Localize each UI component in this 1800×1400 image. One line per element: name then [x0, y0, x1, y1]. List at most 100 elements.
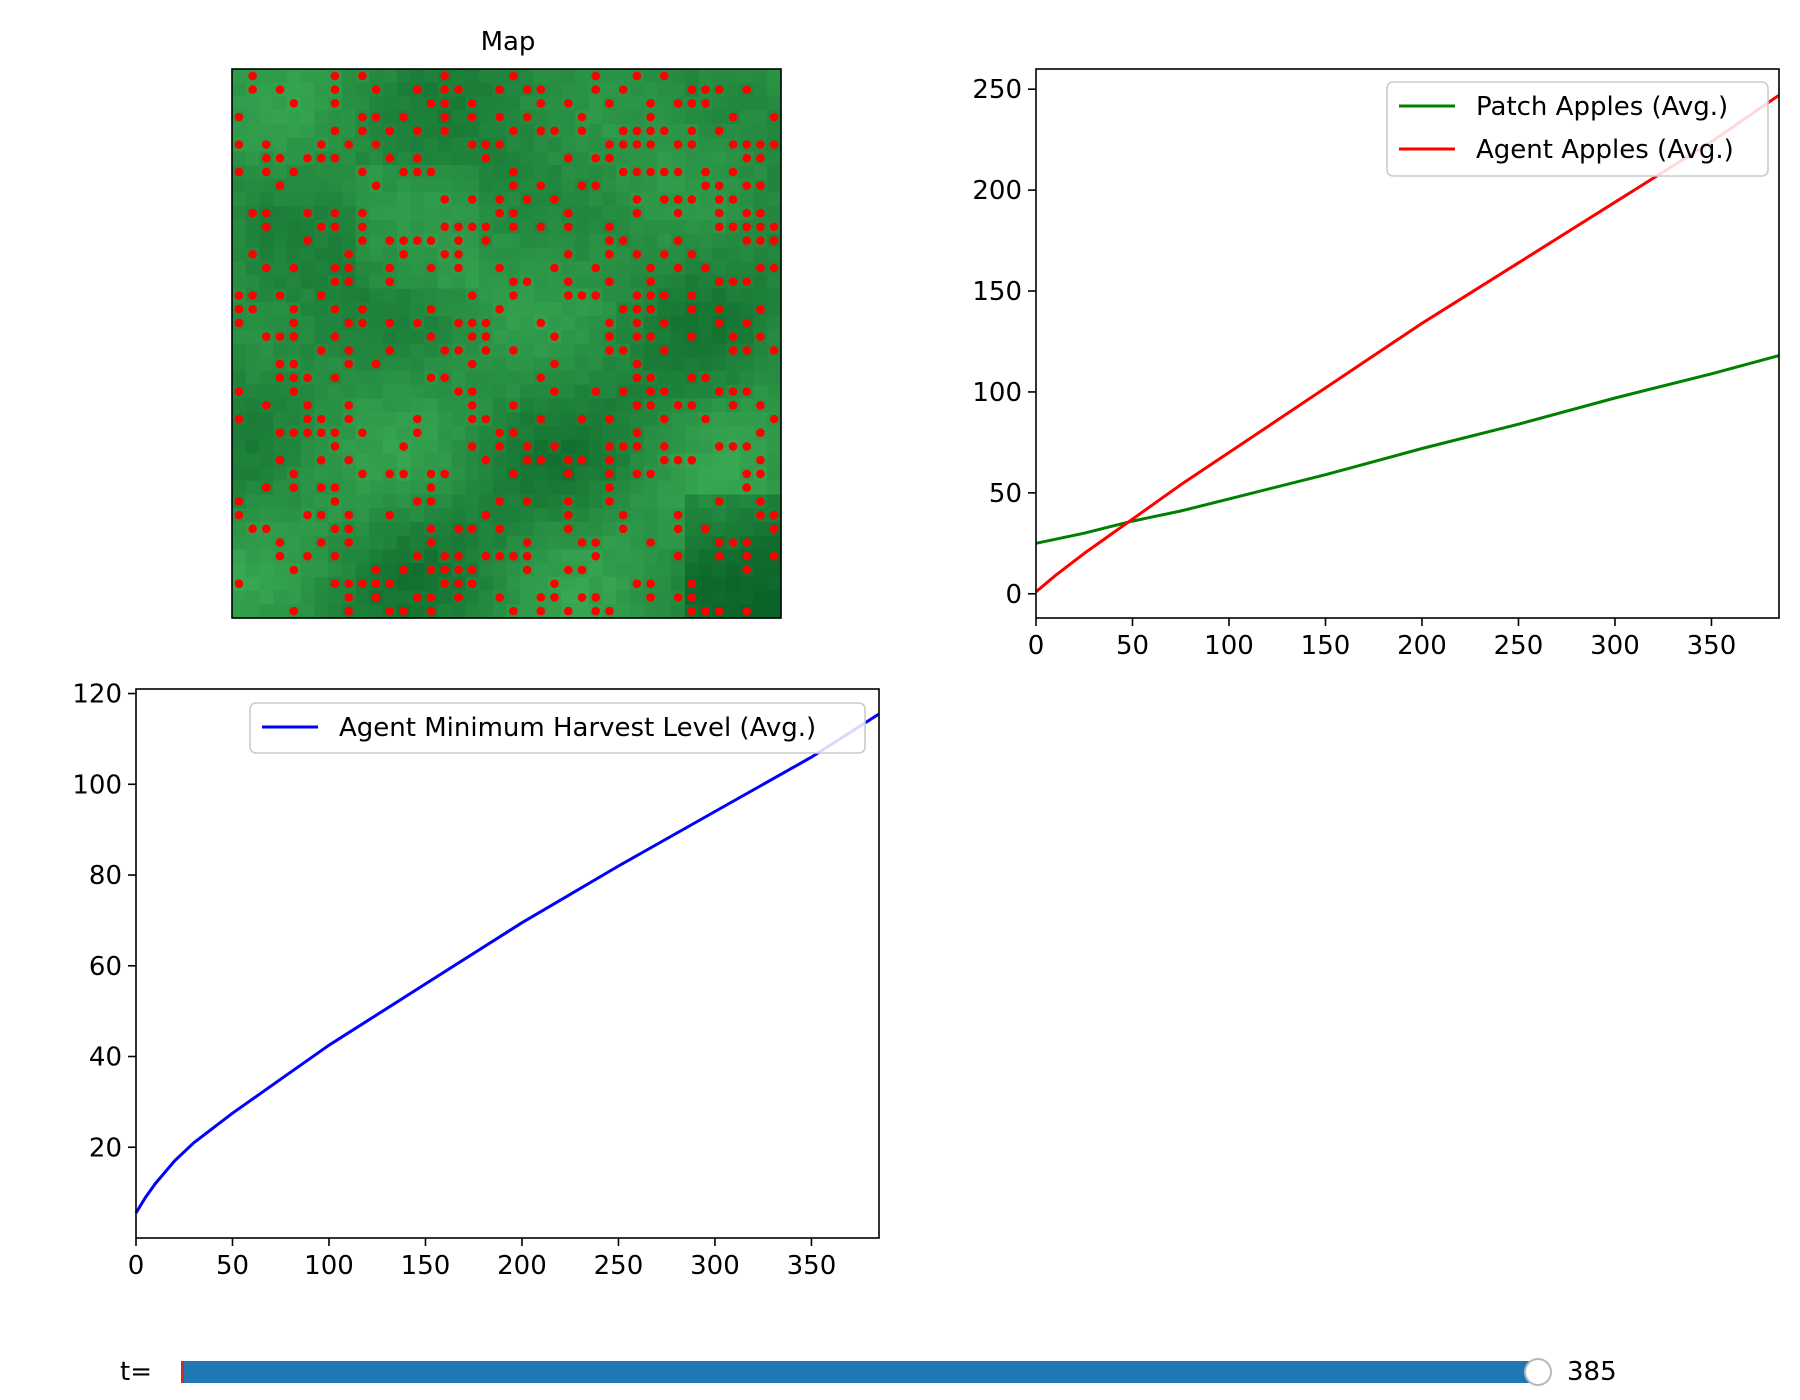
- map-cell: [712, 357, 727, 372]
- map-agent-marker: [646, 291, 655, 300]
- map-agent-marker: [536, 85, 546, 94]
- map-agent-marker: [769, 112, 779, 122]
- map-agent-marker: [618, 346, 628, 355]
- map-cell: [643, 82, 659, 98]
- map-agent-marker: [440, 551, 450, 561]
- map-agent-marker: [344, 414, 354, 424]
- map-cell: [547, 398, 562, 413]
- map-cell: [424, 274, 439, 290]
- map-agent-marker: [687, 126, 697, 136]
- map-cell: [410, 384, 425, 399]
- slider-handle[interactable]: [1524, 1358, 1552, 1386]
- map-agent-marker: [467, 332, 477, 341]
- map-cell: [232, 370, 247, 386]
- apples-ytick-label: 50: [989, 479, 1022, 509]
- map-cell: [437, 412, 453, 427]
- map-cell: [259, 357, 274, 372]
- map-cell: [259, 590, 274, 605]
- map-cell: [410, 343, 425, 358]
- map-cell: [479, 604, 494, 619]
- map-cell: [698, 123, 713, 139]
- map-agent-marker: [742, 318, 751, 328]
- map-agent-marker: [728, 195, 738, 204]
- map-cell: [273, 110, 288, 125]
- map-agent-marker: [330, 497, 340, 506]
- map-cell: [698, 508, 713, 523]
- map-agent-marker: [344, 510, 354, 520]
- map-cell: [533, 467, 549, 482]
- map-cell: [753, 82, 768, 98]
- apples-xtick-label: 100: [1204, 631, 1254, 661]
- map-cell: [726, 576, 741, 592]
- map-cell: [232, 535, 247, 550]
- map-agent-marker: [632, 401, 642, 410]
- map-cell: [684, 480, 700, 496]
- map-agent-marker: [646, 401, 655, 410]
- map-cell: [684, 219, 700, 235]
- map-cell: [465, 206, 480, 221]
- map-agent-marker: [303, 414, 312, 424]
- map-cell: [657, 96, 672, 111]
- map-agent-marker: [605, 455, 614, 465]
- map-agent-marker: [701, 85, 710, 94]
- map-cell: [657, 549, 672, 564]
- map-agent-marker: [330, 85, 340, 94]
- map-cell: [451, 480, 466, 496]
- map-cell: [314, 233, 329, 249]
- map-cell: [712, 425, 727, 441]
- map-cell: [575, 439, 590, 454]
- map-cell: [286, 151, 302, 166]
- map-cell: [520, 316, 535, 331]
- map-cell: [286, 219, 302, 235]
- map-agent-marker: [687, 291, 697, 300]
- map-cell: [451, 69, 466, 84]
- harvest-ytick-label: 40: [89, 1043, 122, 1073]
- map-cell: [245, 412, 261, 427]
- map-cell: [643, 412, 659, 427]
- map-cell: [726, 261, 741, 276]
- map-agent-marker: [742, 387, 751, 396]
- map-cell: [328, 233, 343, 249]
- map-cell: [726, 178, 741, 194]
- map-cell: [259, 425, 274, 441]
- map-agent-marker: [440, 126, 450, 136]
- map-cell: [410, 302, 425, 317]
- map-agent-marker: [687, 304, 697, 314]
- map-agent-marker: [344, 593, 354, 602]
- map-agent-marker: [660, 414, 669, 424]
- map-cell: [396, 329, 412, 345]
- map-agent-marker: [262, 222, 271, 232]
- map-cell: [465, 247, 480, 262]
- harvest-xtick-label: 250: [594, 1251, 644, 1281]
- map-cell: [382, 96, 398, 111]
- map-agent-marker: [344, 277, 354, 287]
- map-agent-marker: [714, 538, 724, 547]
- map-cell: [616, 576, 631, 592]
- map-cell: [396, 370, 412, 386]
- map-cell: [726, 563, 741, 578]
- map-cell: [479, 439, 494, 454]
- map-cell: [232, 261, 247, 276]
- map-cell: [245, 494, 261, 509]
- time-slider[interactable]: t= 385: [120, 1357, 1617, 1387]
- map-cell: [382, 521, 398, 537]
- map-cell: [355, 480, 370, 496]
- map-cell: [314, 439, 329, 454]
- map-cell: [575, 329, 590, 345]
- map-cell: [753, 69, 768, 84]
- map-agent-marker: [467, 524, 477, 534]
- map-cell: [506, 302, 521, 317]
- map-cell: [465, 494, 480, 509]
- map-agent-marker: [742, 442, 751, 451]
- map-cell: [520, 233, 535, 249]
- map-cell: [465, 343, 480, 358]
- map-cell: [232, 178, 247, 194]
- map-agent-marker: [495, 428, 504, 438]
- map-agent-marker: [358, 71, 367, 81]
- map-cell: [424, 343, 439, 358]
- map-cell: [753, 384, 768, 399]
- map-cell: [410, 563, 425, 578]
- map-cell: [712, 329, 727, 345]
- map-cell: [506, 329, 521, 345]
- map-agent-marker: [289, 387, 299, 396]
